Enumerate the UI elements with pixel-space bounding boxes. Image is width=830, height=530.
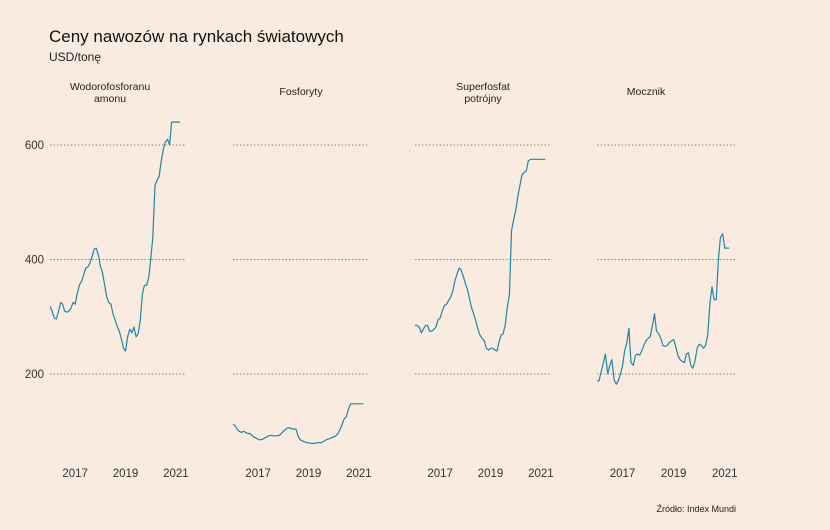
facet-title: Wodorofosforanu [70, 81, 151, 93]
x-tick-label: 2017 [245, 468, 271, 480]
x-tick-label: 2021 [346, 468, 372, 480]
x-tick-label: 2017 [427, 468, 453, 480]
x-tick-label: 2019 [478, 468, 504, 480]
x-tick-label: 2021 [528, 468, 554, 480]
chart-title: Ceny nawozów na rynkach światowych [49, 27, 344, 46]
source-note: Źródło: Index Mundi [656, 504, 736, 514]
y-tick-label: 600 [25, 140, 44, 152]
x-tick-label: 2019 [661, 468, 687, 480]
facet-title: Mocznik [627, 86, 666, 98]
series-line [597, 233, 730, 385]
series-line [232, 403, 364, 444]
chart-subtitle: USD/tonę [49, 50, 102, 64]
y-tick-label: 200 [25, 369, 44, 381]
series-line [49, 121, 181, 352]
facet-title: amonu [94, 93, 126, 105]
x-tick-label: 2017 [62, 468, 88, 480]
x-tick-label: 2019 [113, 468, 139, 480]
facet-title: Fosforyty [279, 86, 323, 98]
facet-title: potrójny [464, 93, 502, 105]
x-tick-label: 2021 [712, 468, 738, 480]
x-tick-label: 2021 [163, 468, 189, 480]
y-tick-label: 400 [25, 255, 44, 267]
facet-title: Superfosfat [456, 81, 510, 93]
x-tick-label: 2019 [296, 468, 322, 480]
x-tick-label: 2017 [610, 468, 636, 480]
series-line [415, 158, 546, 352]
